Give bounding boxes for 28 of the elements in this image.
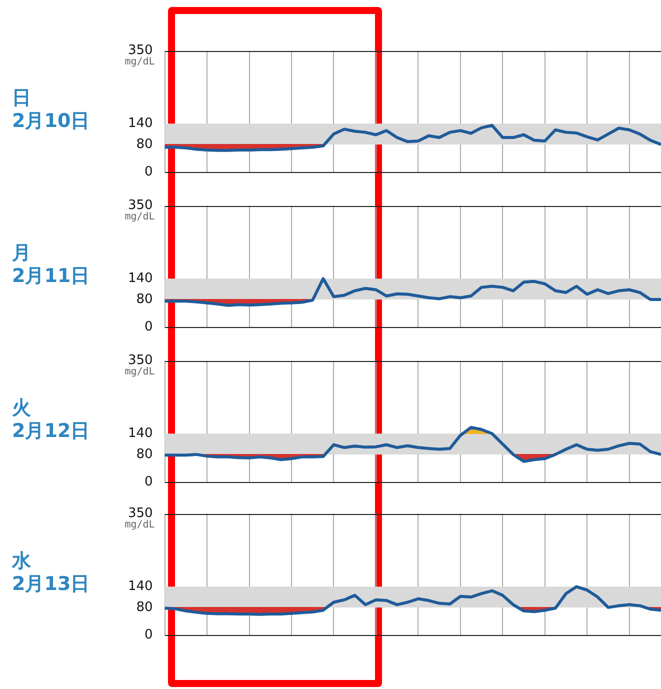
y-tick-label: 0	[144, 164, 153, 180]
y-tick-label: 140	[128, 116, 153, 132]
y-tick-label: 350	[128, 43, 153, 58]
y-tick-label: 0	[144, 628, 153, 643]
text: 2月11日	[12, 265, 90, 288]
y-axis-title: mg/dL	[124, 366, 155, 378]
y-tick-label: 80	[136, 446, 153, 462]
y-tick-label: 140	[128, 271, 153, 286]
y-axis-title: mg/dL	[124, 56, 155, 68]
y-axis-title: mg/dL	[124, 519, 155, 530]
y-tick-label: 140	[128, 426, 153, 442]
y-tick-label: 80	[136, 600, 153, 615]
y-tick-label: 80	[136, 292, 153, 307]
y-tick-label: 0	[144, 320, 153, 335]
y-tick-label: 80	[136, 136, 153, 152]
text: 日	[12, 87, 32, 110]
y-tick-label: 0	[144, 474, 153, 490]
text: 2月13日	[12, 573, 90, 596]
text: 月	[12, 242, 32, 265]
text: 2月12日	[12, 420, 90, 443]
y-tick-label: 350	[128, 506, 153, 522]
y-tick-label: 140	[128, 579, 153, 594]
y-axis-title: mg/dL	[124, 211, 155, 222]
text: 2月10日	[12, 110, 90, 133]
text: 水	[12, 550, 32, 573]
y-tick-label: 350	[128, 353, 153, 368]
text: 火	[12, 397, 32, 420]
y-tick-label: 350	[128, 198, 153, 214]
